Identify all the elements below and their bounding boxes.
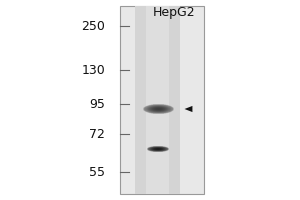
Polygon shape (184, 106, 192, 112)
Bar (120, 6, 204, 194)
Text: HepG2: HepG2 (153, 6, 195, 19)
Text: 55: 55 (89, 166, 105, 178)
Text: 250: 250 (81, 20, 105, 32)
Text: 72: 72 (89, 128, 105, 140)
Bar (135, 6, 180, 194)
Text: 130: 130 (81, 64, 105, 76)
Bar (146, 6, 169, 194)
Text: 95: 95 (89, 98, 105, 110)
